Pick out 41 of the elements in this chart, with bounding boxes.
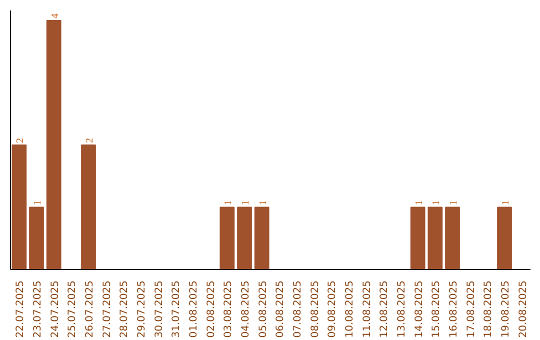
data-label: 4	[50, 13, 61, 18]
x-tick-label: 30.07.2025	[154, 280, 165, 338]
x-tick-label: 18.08.2025	[483, 280, 494, 338]
data-label: 2	[15, 138, 26, 143]
data-label: 1	[414, 200, 425, 206]
x-tick-label: 22.07.2025	[15, 280, 26, 338]
data-label: 1	[431, 200, 442, 206]
x-tick-label: 04.08.2025	[240, 280, 252, 338]
x-tick-label: 28.07.2025	[119, 280, 130, 338]
x-tick-label: 08.08.2025	[310, 280, 321, 338]
data-label: 1	[32, 200, 44, 206]
x-tick-label: 17.08.2025	[466, 280, 477, 338]
x-tick-label: 02.08.2025	[206, 280, 217, 338]
x-tick-label: 19.08.2025	[500, 280, 512, 338]
x-tick-label: 29.07.2025	[136, 280, 148, 338]
x-tick-label: 10.08.2025	[344, 280, 356, 338]
x-tick-label: 27.07.2025	[102, 280, 113, 338]
x-tick-label: 05.08.2025	[258, 280, 269, 338]
x-tick-label: 11.08.2025	[362, 280, 373, 338]
x-tick-label: 01.08.2025	[188, 280, 200, 338]
x-tick-label: 24.07.2025	[50, 280, 61, 338]
data-label: 1	[223, 200, 234, 206]
x-tick-label: 12.08.2025	[379, 280, 390, 338]
x-tick-label: 25.07.2025	[67, 280, 78, 338]
x-tick-label: 13.08.2025	[396, 280, 408, 338]
x-tick-label: 26.07.2025	[84, 280, 96, 338]
data-label: 1	[500, 200, 512, 206]
x-tick-label: 20.08.2025	[518, 280, 529, 338]
data-label: 1	[240, 200, 252, 206]
x-tick-label: 23.07.2025	[32, 280, 44, 338]
x-tick-label: 14.08.2025	[414, 280, 425, 338]
x-tick-label: 09.08.2025	[327, 280, 338, 338]
x-tick-label: 16.08.2025	[448, 280, 460, 338]
x-tick-label: 03.08.2025	[223, 280, 234, 338]
x-tick-label: 31.07.2025	[171, 280, 182, 338]
x-tick-label: 06.08.2025	[275, 280, 286, 338]
data-label: 1	[258, 200, 269, 206]
data-label: 1	[448, 200, 460, 206]
x-tick-label: 07.08.2025	[292, 280, 304, 338]
x-tick-label: 15.08.2025	[431, 280, 442, 338]
data-label: 2	[84, 138, 96, 143]
